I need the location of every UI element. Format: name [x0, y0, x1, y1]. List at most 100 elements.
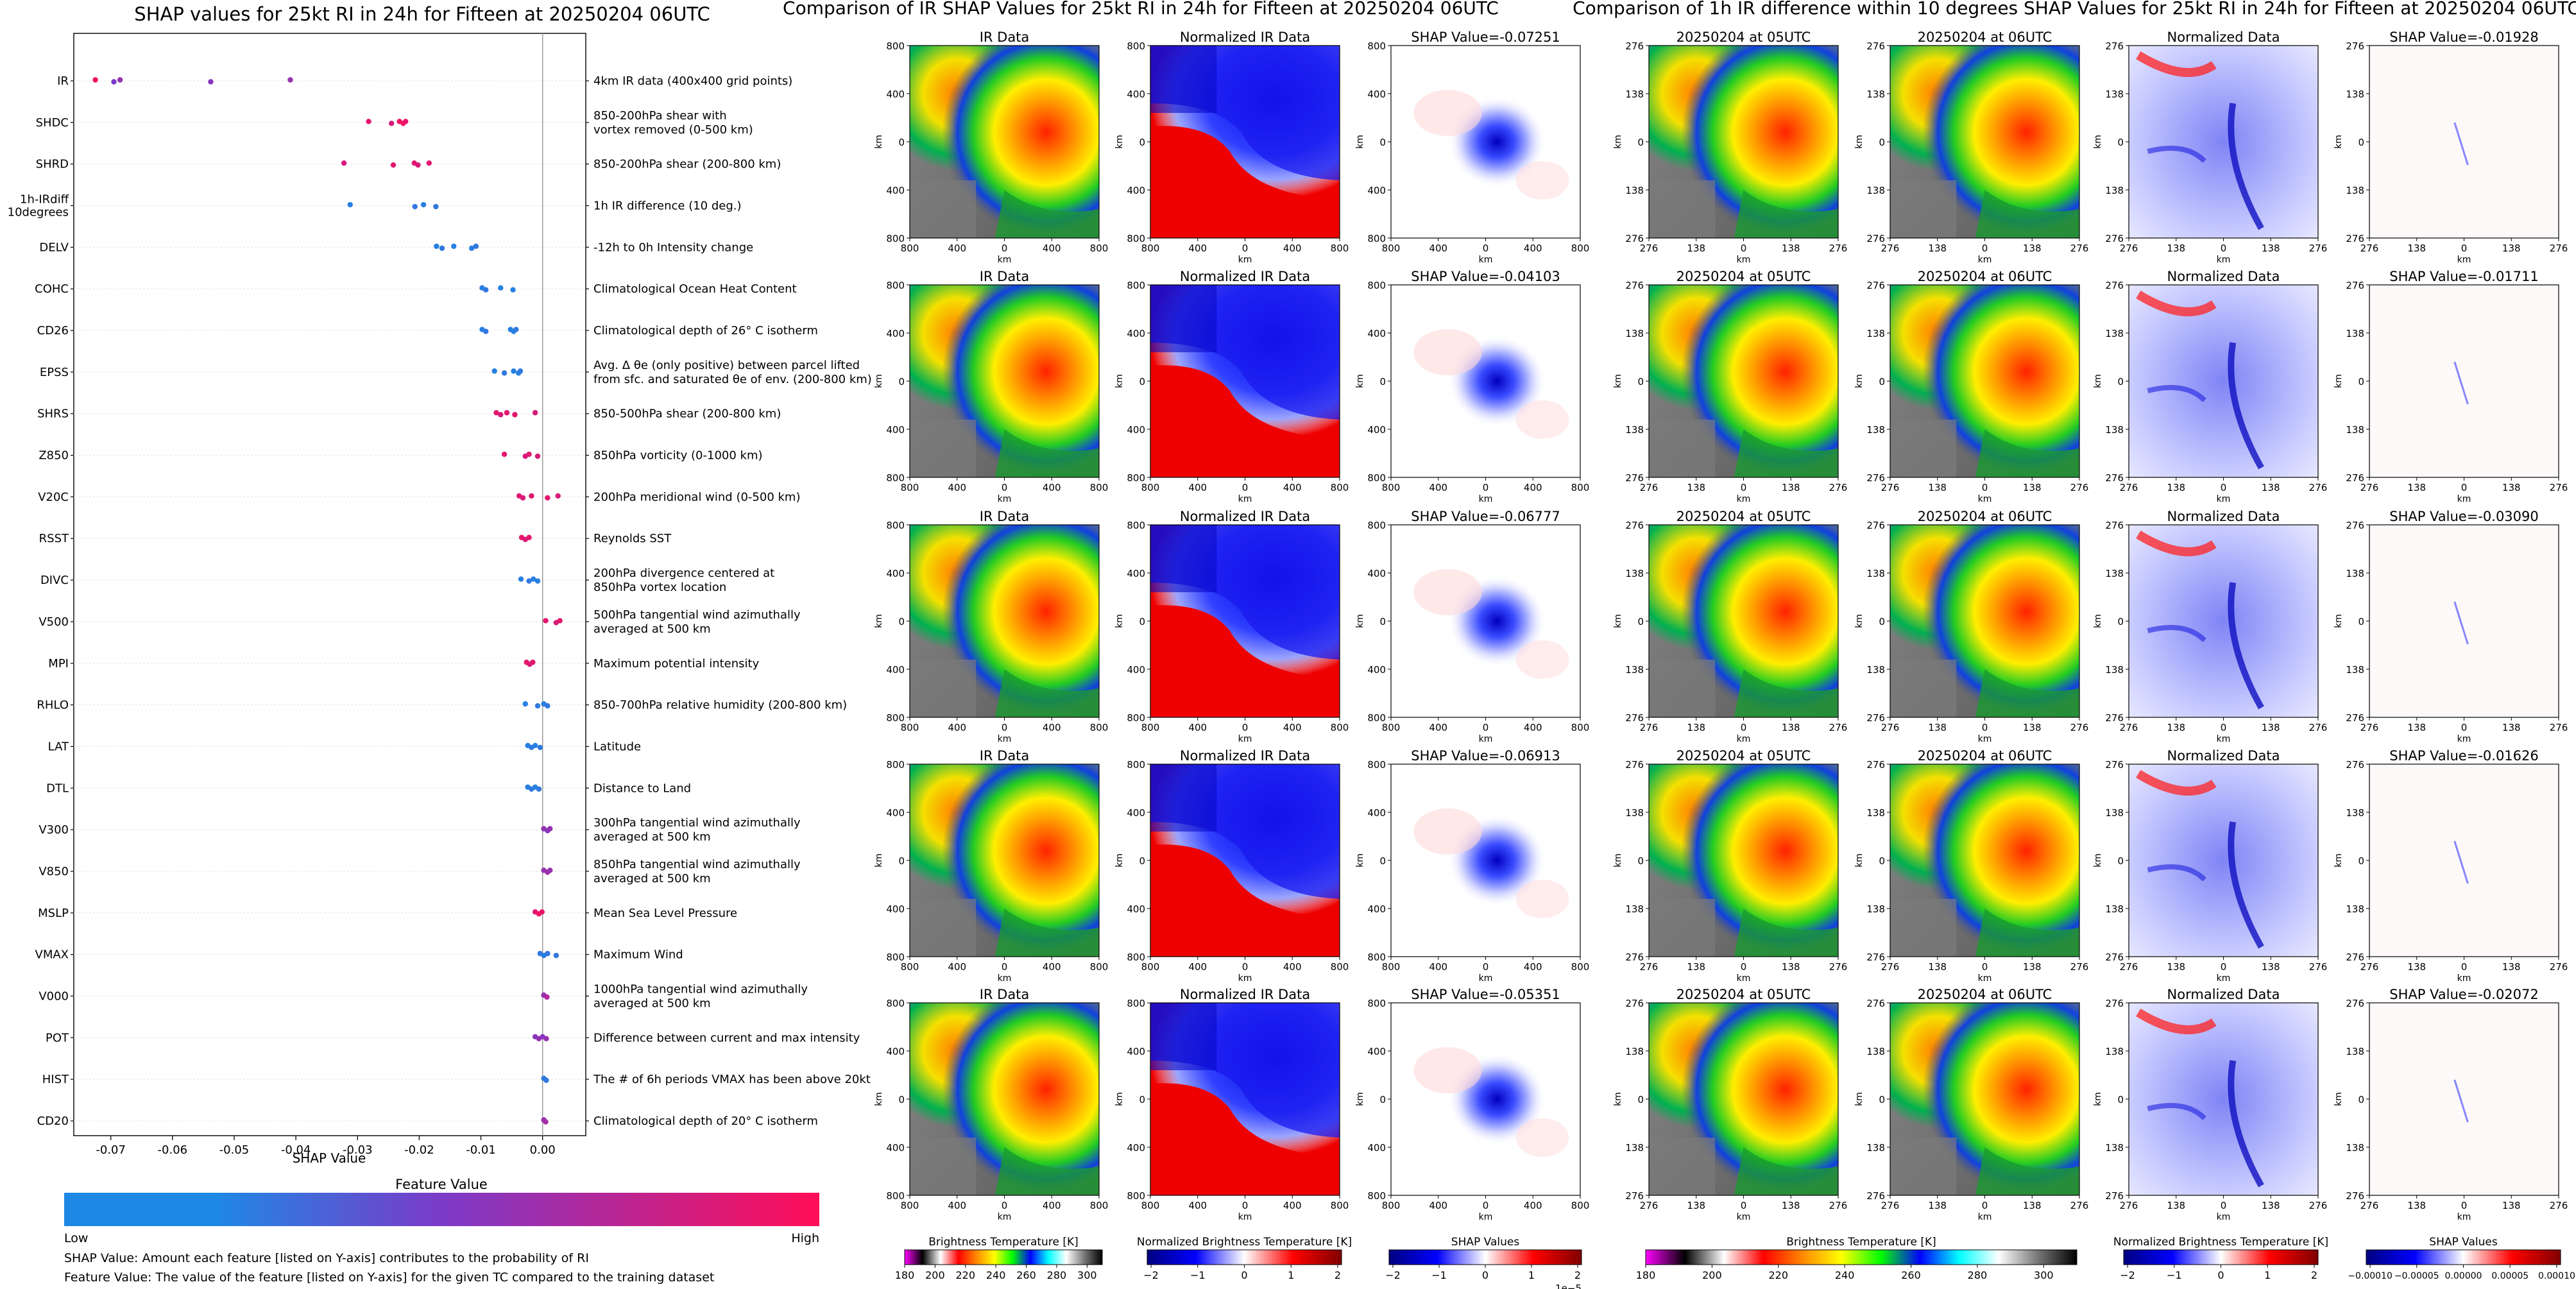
x-tick-label: 400 [948, 1200, 966, 1211]
colorbar-tick: −1 [1190, 1269, 1206, 1281]
x-tick-label: 138 [2167, 482, 2185, 493]
y-tick-label: 400 [886, 807, 905, 819]
feature-row-pot: POT Difference between current and max in… [46, 1031, 860, 1045]
x-tick-label: 0 [1002, 1200, 1008, 1211]
y-tick-label: 0 [1379, 376, 1386, 388]
y-tick-label: 276 [2346, 952, 2364, 963]
y-tick-label: 400 [1367, 185, 1386, 196]
panel-image [1649, 1003, 1838, 1195]
x-axis-label: km [2217, 494, 2231, 504]
x-tick-label: 400 [1043, 482, 1061, 493]
panel-title: IR Data [980, 987, 1030, 1002]
x-tick-label: 800 [1331, 722, 1349, 733]
x-tick-label: 138 [1928, 482, 1947, 493]
y-axis-label: km [2093, 614, 2103, 628]
y-tick-label: 276 [2105, 1190, 2124, 1202]
colorbar-tick: 240 [1835, 1269, 1855, 1281]
y-tick-label: 0 [1139, 1094, 1145, 1105]
x-tick-label: 276 [2309, 961, 2328, 973]
x-tick-label: 276 [2550, 1200, 2568, 1211]
x-axis-label: km [1737, 1212, 1751, 1222]
feature-label: SHDC [36, 116, 69, 130]
y-tick-label: 800 [886, 759, 905, 771]
panel-image [2129, 46, 2318, 238]
x-tick-label: 0 [1982, 961, 1988, 973]
y-tick-label: 276 [1866, 40, 1885, 52]
x-tick-label: 276 [2550, 722, 2568, 733]
shap-point [545, 950, 550, 957]
x-tick-label: 800 [901, 243, 919, 254]
feature-description: Distance to Land [593, 781, 691, 795]
y-tick-label: 276 [2346, 759, 2364, 771]
panel-image [1649, 764, 1838, 957]
x-tick-label: 138 [2023, 722, 2042, 733]
x-tick-label: 138 [2023, 482, 2042, 493]
colorbar-gradient [1147, 1249, 1342, 1265]
x-tick-label: 276 [2120, 482, 2138, 493]
x-tick-label: 0 [2461, 722, 2468, 733]
x-tick-label: 138 [1687, 482, 1705, 493]
x-tick-label: 0 [1741, 243, 1747, 254]
y-tick-label: 138 [1866, 1046, 1885, 1057]
feature-label: SHRD [36, 158, 69, 171]
shap-point [526, 451, 532, 457]
x-axis-label: km [2217, 1212, 2231, 1222]
feature-label: V300 [38, 823, 69, 837]
x-tick-label: 138 [2502, 1200, 2521, 1211]
x-tick-label: 276 [2309, 1200, 2328, 1211]
y-tick-label: 276 [2346, 40, 2364, 52]
x-tick-label: 276 [2120, 961, 2138, 973]
feature-description: 200hPa divergence centered at 850hPa vort… [593, 567, 774, 594]
y-tick-label: 138 [2105, 1046, 2124, 1057]
x-tick-label: 276 [2309, 243, 2328, 254]
x-tick-label: 800 [1090, 243, 1109, 254]
panel-title: 20250204 at 06UTC [1918, 269, 2052, 284]
x-tick-label: 276 [1881, 961, 1900, 973]
colorbar-gradient [2366, 1249, 2561, 1265]
y-tick-label: 0 [1637, 616, 1644, 627]
feature-label: V20C [38, 490, 69, 504]
x-tick-label: 800 [901, 722, 919, 733]
colorbar-tick: −0.00005 [2394, 1271, 2439, 1281]
y-tick-label: 400 [1127, 424, 1145, 436]
feature-label: DTL [46, 781, 69, 795]
feature-row-cd20: CD20 Climatological depth of 20° C isothe… [37, 1114, 818, 1128]
shap-point [543, 618, 549, 624]
y-tick-label: 800 [1367, 1190, 1386, 1202]
feature-row-delv: DELV -12h to 0h Intensity change [39, 241, 753, 254]
y-tick-label: 276 [1866, 998, 1885, 1009]
x-tick-label: 276 [1640, 722, 1659, 733]
x-tick-label: 800 [1331, 243, 1349, 254]
shap-point [531, 576, 536, 582]
y-tick-label: 800 [886, 520, 905, 531]
colorbar-tick: 0 [1482, 1269, 1488, 1281]
y-tick-label: 0 [2358, 137, 2364, 148]
y-tick-label: 276 [2346, 233, 2364, 244]
x-tick-label: 276 [1640, 1200, 1659, 1211]
feature-label: Z850 [38, 449, 69, 463]
y-tick-label: 138 [1866, 424, 1885, 436]
y-tick-label: 276 [2105, 40, 2124, 52]
shap-point [483, 329, 489, 334]
y-tick-label: 0 [2117, 137, 2124, 148]
shap-point [555, 493, 561, 499]
feature-row-shdc: SHDC 850-200hPa shear with vortex removed … [36, 109, 753, 137]
feature-description: 1h IR difference (10 deg.) [593, 200, 742, 213]
y-tick-label: 400 [886, 328, 905, 339]
y-tick-label: 0 [1637, 855, 1644, 867]
shap-point [547, 826, 553, 832]
x-tick-label: 400 [1283, 243, 1302, 254]
y-tick-label: 400 [886, 1142, 905, 1154]
y-tick-label: 800 [1127, 759, 1145, 771]
x-tick-label: 800 [1331, 482, 1349, 493]
x-tick-label: 276 [2070, 961, 2089, 973]
x-tick-label: 800 [1571, 482, 1590, 493]
y-tick-label: 800 [1367, 952, 1386, 963]
y-tick-label: 800 [1367, 520, 1386, 531]
y-axis-label: km [1355, 614, 1365, 628]
shap-point [390, 162, 397, 168]
x-tick-label: 400 [1524, 1200, 1542, 1211]
